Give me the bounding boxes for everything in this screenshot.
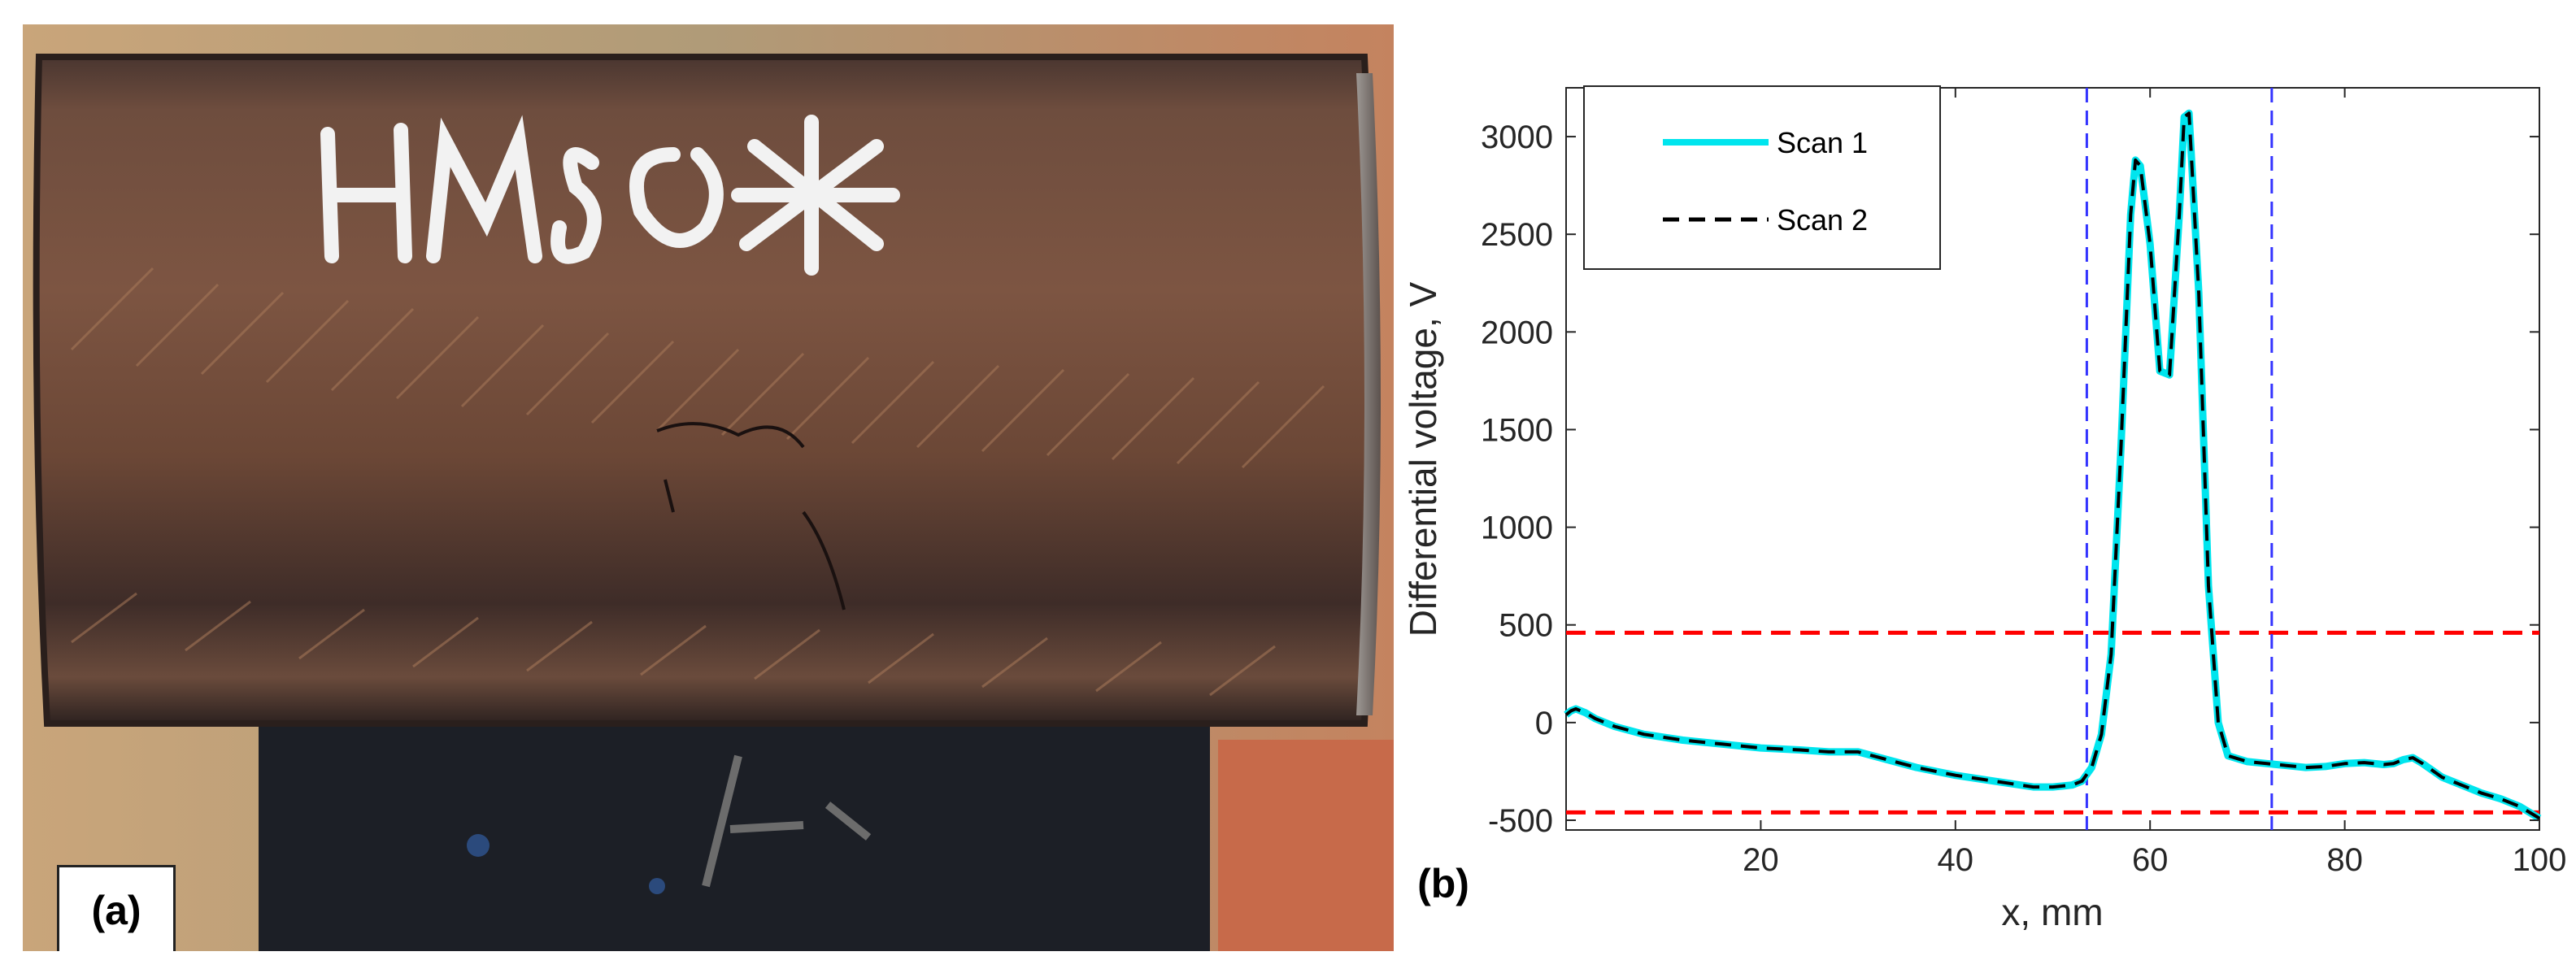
- legend-label-scan-2: Scan 2: [1777, 203, 1868, 237]
- machining-marks: [70, 267, 1325, 697]
- legend-label-scan-1: Scan 1: [1777, 126, 1868, 159]
- specimen-photo-drawing: [23, 24, 1394, 951]
- y-tick-label: 2000: [1481, 315, 1553, 350]
- photo-block-spot: [649, 878, 665, 894]
- steel-specimen-edge: [1356, 73, 1381, 715]
- y-axis-ticks: -500 0 500 1000 1500 2000 2500 3000: [1481, 119, 2539, 839]
- panel-a-label: (a): [57, 865, 176, 951]
- y-tick-label: 3000: [1481, 119, 1553, 155]
- y-tick-label: 1000: [1481, 511, 1553, 546]
- x-tick-label: 100: [2513, 842, 2567, 878]
- chart-panel: 20 40 60 80 100 -500 0 500 1000 1500 2000 2500 3000…: [1382, 0, 2576, 969]
- panel-b-label: (b): [1417, 861, 1469, 906]
- x-tick-label: 80: [2326, 842, 2363, 878]
- reference-lines: [1566, 88, 2539, 830]
- series-layer: [1564, 109, 2542, 822]
- y-tick-label: 500: [1499, 608, 1553, 644]
- chart-svg: 20 40 60 80 100 -500 0 500 1000 1500 2000 2500 3000…: [1402, 85, 2566, 933]
- legend-box: [1583, 85, 1941, 270]
- x-tick-label: 20: [1743, 842, 1779, 878]
- specimen-photo: (a): [23, 24, 1394, 951]
- x-tick-label: 40: [1938, 842, 1974, 878]
- y-tick-label: -500: [1488, 803, 1553, 839]
- y-axis-label: Differential voltage, V: [1402, 281, 1444, 637]
- y-tick-label: 2500: [1481, 217, 1553, 253]
- photo-background-red-surface: [1218, 740, 1394, 951]
- specimen-marking-paint: [320, 115, 900, 276]
- photo-block-marking: [702, 754, 872, 888]
- y-tick-label: 0: [1535, 706, 1553, 741]
- x-tick-label: 60: [2132, 842, 2169, 878]
- crack-line: [656, 422, 846, 611]
- x-axis-ticks: 20 40 60 80 100: [1743, 88, 2566, 878]
- series-line-scan-2: [1564, 111, 2541, 820]
- x-axis-label: x, mm: [2001, 891, 2103, 933]
- photo-block-spot: [467, 834, 490, 857]
- legend: Scan 1 Scan 2: [1583, 85, 1941, 270]
- y-tick-label: 1500: [1481, 412, 1553, 448]
